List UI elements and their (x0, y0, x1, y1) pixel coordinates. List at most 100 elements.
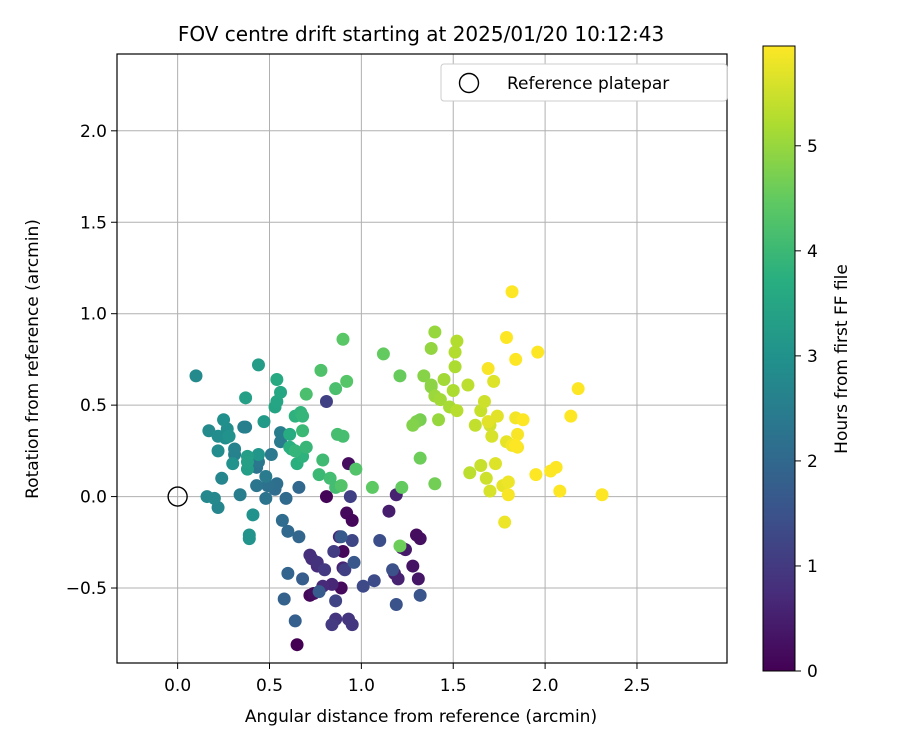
y-tick-label: 0.0 (80, 488, 107, 508)
scatter-point (296, 424, 310, 438)
scatter-point (483, 484, 497, 498)
scatter-point (288, 614, 302, 628)
scatter-point (432, 413, 446, 427)
scatter-point (281, 566, 295, 580)
scatter-point (329, 594, 343, 608)
scatter-point (336, 544, 350, 558)
scatter-point (487, 374, 501, 388)
colorbar-ticks: 0 1 2 3 4 5 (795, 137, 818, 682)
scatter-point (217, 413, 231, 427)
scatter-point (233, 488, 247, 502)
scatter-point (389, 597, 403, 611)
y-tick-label: 2.0 (80, 122, 107, 142)
scatter-point (501, 488, 515, 502)
scatter-point (356, 579, 370, 593)
y-tick-label: 1.0 (80, 305, 107, 325)
scatter-point (571, 382, 585, 396)
scatter-point (270, 373, 284, 387)
scatter-point (481, 362, 495, 376)
scatter-point (264, 448, 278, 462)
y-tick-label: −0.5 (66, 579, 107, 599)
scatter-point (386, 563, 400, 577)
scatter-point (237, 420, 251, 434)
scatter-point (222, 429, 236, 443)
scatter-point (417, 369, 431, 383)
scatter-point (292, 530, 306, 544)
scatter-point (343, 490, 357, 504)
y-axis-label: Rotation from reference (arcmin) (23, 219, 43, 499)
scatter-point (274, 385, 288, 399)
scatter-point (395, 480, 409, 494)
legend: Reference platepar (440, 63, 728, 102)
scatter-point (393, 539, 407, 553)
scatter-point (564, 409, 578, 423)
colorbar-tick-label: 1 (807, 557, 818, 577)
scatter-point (345, 618, 359, 632)
colorbar-tick-label: 4 (807, 242, 818, 262)
scatter-point (257, 415, 271, 429)
scatter-point (292, 480, 306, 494)
scatter-point (448, 360, 462, 374)
scatter-point (316, 453, 330, 467)
scatter-point (228, 442, 242, 456)
scatter-point (338, 563, 352, 577)
scatter-point (259, 469, 273, 483)
colorbar-gradient (762, 45, 796, 672)
scatter-point (406, 418, 420, 432)
legend-box (440, 63, 728, 102)
scatter-point (312, 468, 326, 482)
scatter-point (277, 592, 291, 606)
scatter-point (485, 429, 499, 443)
scatter-point (433, 393, 447, 407)
y-axis-ticks: −0.5 0.0 0.5 1.0 1.5 2.0 (66, 122, 117, 599)
scatter-point (479, 471, 493, 485)
scatter-point (531, 345, 545, 359)
legend-entry-label: Reference platepar (507, 74, 669, 94)
scatter-point (334, 479, 348, 493)
scatter-point (376, 347, 390, 361)
scatter-point (498, 515, 512, 529)
scatter-point (325, 618, 339, 632)
scatter-point (463, 466, 477, 480)
scatter-point (413, 588, 427, 602)
scatter-point (189, 369, 203, 383)
scatter-point (250, 479, 264, 493)
scatter-point (461, 378, 475, 392)
scatter-point (373, 533, 387, 547)
scatter-point (474, 458, 488, 472)
scatter-point (477, 394, 491, 408)
x-tick-label: 0.0 (164, 676, 191, 696)
scatter-point (490, 409, 504, 423)
scatter-point (314, 363, 328, 377)
scatter-point (488, 457, 502, 471)
x-tick-label: 2.5 (623, 676, 650, 696)
scatter-point (424, 341, 438, 355)
scatter-point (290, 638, 304, 652)
scatter-point (283, 427, 297, 441)
scatter-point (448, 345, 462, 359)
scatter-point (367, 574, 381, 588)
scatter-point (226, 457, 240, 471)
y-tick-label: 1.5 (80, 213, 107, 233)
scatter-point (329, 382, 343, 396)
scatter-point (437, 373, 451, 387)
y-tick-label: 0.5 (80, 396, 107, 416)
scatter-point (345, 513, 359, 527)
scatter-point (428, 325, 442, 339)
chart-title: FOV centre drift starting at 2025/01/20 … (178, 22, 664, 46)
scatter-point (411, 572, 425, 586)
scatter-point (501, 475, 515, 489)
x-axis-label: Angular distance from reference (arcmin) (245, 707, 597, 727)
colorbar-tick-label: 2 (807, 452, 818, 472)
scatter-point (242, 532, 256, 546)
scatter-point (319, 490, 333, 504)
scatter-point (505, 285, 519, 299)
colorbar: 0 1 2 3 4 5 Hours from first FF file (762, 45, 852, 682)
scatter-point (259, 491, 273, 505)
scatter-point (511, 427, 525, 441)
scatter-point (279, 491, 293, 505)
scatter-point (240, 455, 254, 469)
scatter-point (345, 533, 359, 547)
scatter-point (549, 460, 563, 474)
